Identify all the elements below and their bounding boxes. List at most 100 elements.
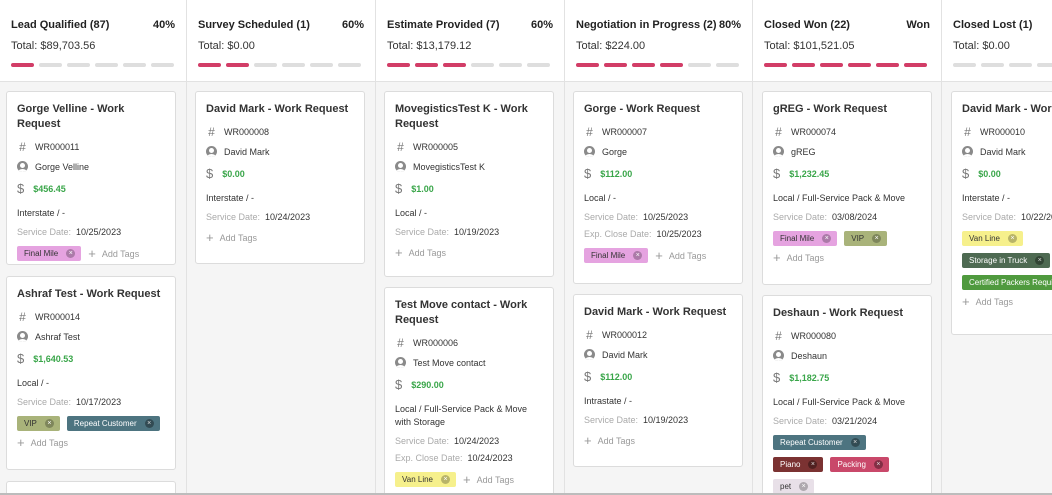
tag-label: Packing [837, 460, 866, 469]
add-tags-button[interactable]: + Add Tags [463, 472, 514, 487]
remove-tag-icon[interactable]: × [872, 234, 882, 243]
move-type: Local / Full-Service Pack & Move [773, 193, 906, 203]
dollar-icon: $ [17, 181, 25, 196]
remove-tag-icon[interactable]: × [799, 482, 809, 491]
card-title[interactable]: David Mark - Work Request [584, 306, 727, 318]
tag-label: Repeat Customer [73, 419, 137, 428]
add-tags-label: Add Tags [668, 250, 707, 261]
progress-bars [387, 63, 550, 67]
card-title[interactable]: Test Move contact - Work Request [395, 299, 528, 326]
remove-tag-icon[interactable]: × [808, 460, 818, 469]
dollar-icon: $ [584, 166, 592, 181]
add-tags-button[interactable]: + Add Tags [206, 231, 354, 244]
tag-list: Van Line × Storage in Truck × Certified Pack… [962, 231, 1052, 290]
deal-card[interactable]: MovegisticsTest K - Work Request # WR00000… [384, 91, 554, 277]
tag-chip[interactable]: VIP × [844, 231, 888, 246]
deal-card[interactable]: David Mark - Work Request # WR000008 David … [195, 91, 365, 264]
deal-card[interactable]: Deshaun - Work Request # WR000080 Deshaun $ $… [762, 295, 932, 495]
service-date-value: 10/19/2023 [643, 415, 689, 425]
contact-name[interactable]: David Mark [980, 146, 1026, 157]
column-title: Estimate Provided (7) [387, 19, 500, 31]
tag-chip[interactable]: Final Mile × [584, 248, 649, 263]
user-avatar-icon [17, 331, 28, 342]
remove-tag-icon[interactable]: × [1008, 234, 1017, 243]
remove-tag-icon[interactable]: × [850, 438, 860, 447]
contact-name[interactable]: David Mark [224, 146, 270, 157]
contact-name[interactable]: gREG [791, 146, 816, 157]
tag-chip[interactable]: Van Line × [395, 472, 456, 487]
card-title[interactable]: Deshaun - Work Request [773, 307, 903, 319]
card-title[interactable]: Gorge Velline - Work Request [17, 103, 125, 130]
tag-chip[interactable]: Repeat Customer × [773, 435, 866, 450]
deal-card-partial[interactable] [6, 481, 176, 495]
progress-segment [198, 63, 221, 67]
add-tags-button[interactable]: + Add Tags [17, 436, 165, 449]
remove-tag-icon[interactable]: × [633, 251, 643, 260]
deal-card[interactable]: Gorge Velline - Work Request # WR000011 Gor… [6, 91, 176, 265]
add-tags-button[interactable]: + Add Tags [584, 434, 732, 447]
contact-name[interactable]: Test Move contact [413, 357, 486, 368]
dollar-icon: $ [962, 166, 970, 181]
remove-tag-icon[interactable]: × [144, 419, 154, 428]
tag-label: Final Mile [591, 251, 626, 260]
card-title[interactable]: Gorge - Work Request [584, 103, 700, 115]
deal-card[interactable]: Gorge - Work Request # WR000007 Gorge $ $112.… [573, 91, 743, 284]
contact-name[interactable]: MovegisticsTest K [413, 161, 486, 172]
tag-chip[interactable]: Van Line × [962, 231, 1023, 246]
add-tags-button[interactable]: + Add Tags [773, 251, 921, 264]
service-date-value: 10/25/2023 [76, 227, 122, 237]
deal-card[interactable]: gREG - Work Request # WR000074 gREG $ $1,232.… [762, 91, 932, 285]
tag-chip[interactable]: Certified Packers Required× [962, 275, 1052, 290]
add-tags-button[interactable]: + Add Tags [655, 248, 706, 263]
service-date-row: Service Date: 10/25/2023 [17, 227, 165, 237]
card-title[interactable]: David Mark - Work Request [206, 103, 349, 115]
service-date-row: Service Date: 03/21/2024 [773, 416, 921, 426]
contact-name[interactable]: David Mark [602, 349, 648, 360]
contact-name[interactable]: Gorge Velline [35, 161, 90, 172]
remove-tag-icon[interactable]: × [441, 475, 450, 484]
exp-close-date-row: Exp. Close Date: 10/24/2023 [395, 453, 543, 463]
card-title[interactable]: David Mark - Work Request [962, 103, 1052, 115]
card-title[interactable]: Ashraf Test - Work Request [17, 288, 161, 300]
tag-chip[interactable]: Storage in Truck × [962, 253, 1051, 268]
deal-card[interactable]: Test Move contact - Work Request # WR00000… [384, 287, 554, 495]
add-tags-button[interactable]: + Add Tags [395, 246, 543, 259]
progress-bars [576, 63, 739, 67]
user-avatar-icon [773, 146, 784, 157]
tag-chip[interactable]: Repeat Customer × [66, 416, 160, 431]
contact-name[interactable]: Ashraf Test [35, 331, 80, 342]
contact-name[interactable]: Deshaun [791, 350, 828, 361]
column-percent: Won [906, 19, 930, 31]
service-date-label: Service Date: [17, 227, 72, 237]
tag-list: Van Line × + Add Tags [395, 472, 543, 487]
progress-segment [443, 63, 466, 67]
remove-tag-icon[interactable]: × [1035, 256, 1045, 265]
contact-name[interactable]: Gorge [602, 146, 628, 157]
tag-chip[interactable]: Final Mile × [17, 246, 82, 261]
tag-chip[interactable]: Piano × [773, 457, 824, 472]
deal-card[interactable]: David Mark - Work Request # WR000010 David … [951, 91, 1052, 335]
tag-chip[interactable]: Final Mile × [773, 231, 838, 246]
remove-tag-icon[interactable]: × [44, 419, 54, 428]
user-avatar-icon [584, 349, 595, 360]
deal-card[interactable]: Ashraf Test - Work Request # WR000014 Ashra… [6, 276, 176, 470]
add-tags-button[interactable]: + Add Tags [962, 295, 1052, 308]
tag-list: Final Mile × VIP × [773, 231, 921, 246]
tag-chip[interactable]: pet × [773, 479, 815, 494]
remove-tag-icon[interactable]: × [822, 234, 832, 243]
scrollbar-track[interactable] [0, 493, 1052, 495]
progress-segment [310, 63, 333, 67]
add-tags-label: Add Tags [975, 297, 1013, 307]
service-date-label: Service Date: [395, 227, 450, 237]
add-tags-button[interactable]: + Add Tags [88, 246, 139, 261]
remove-tag-icon[interactable]: × [66, 249, 76, 258]
progress-segment [716, 63, 739, 67]
deal-card[interactable]: David Mark - Work Request # WR000012 David … [573, 294, 743, 467]
tag-chip[interactable]: Packing × [830, 457, 889, 472]
remove-tag-icon[interactable]: × [873, 460, 883, 469]
card-title[interactable]: MovegisticsTest K - Work Request [395, 103, 528, 130]
service-date-label: Service Date: [17, 397, 72, 407]
card-title[interactable]: gREG - Work Request [773, 103, 888, 115]
tag-label: VIP [851, 234, 865, 243]
tag-chip[interactable]: VIP × [17, 416, 60, 431]
